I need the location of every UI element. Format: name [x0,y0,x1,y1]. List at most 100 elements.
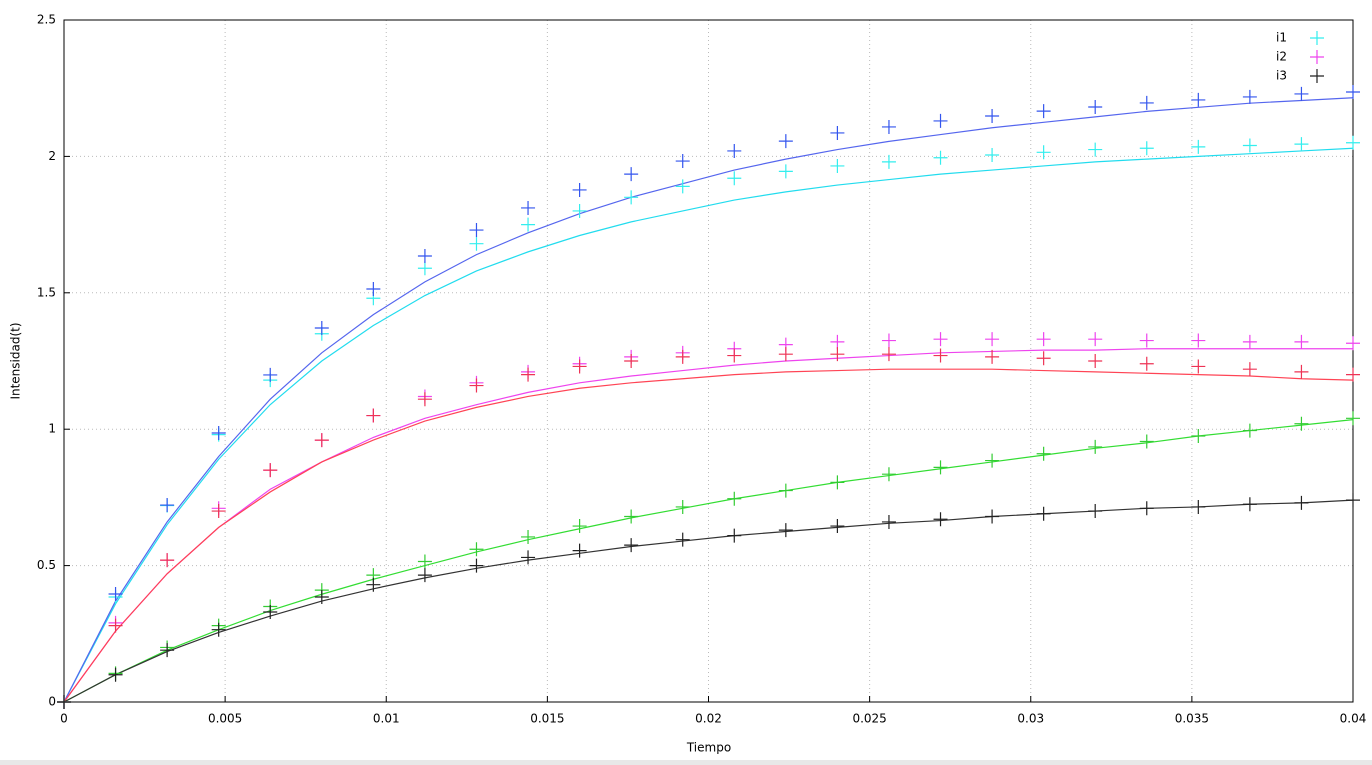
point-marker [881,119,896,134]
point-marker [1191,139,1206,154]
point-marker [263,604,278,619]
point-marker [778,483,793,498]
point-marker [933,512,948,527]
point-marker [1088,354,1103,368]
point-marker [830,475,845,490]
point-marker [1088,504,1103,519]
point-marker [727,143,742,158]
point-marker [366,408,381,423]
point-marker [572,519,587,534]
point-marker [1242,138,1257,153]
y-tick-label: 2.5 [37,13,56,27]
point-marker [1139,95,1154,110]
point-marker [1346,336,1360,351]
x-tick-label: 0.005 [208,712,242,726]
point-marker [1191,499,1206,514]
point-marker [263,463,278,478]
series-line [63,368,1354,703]
point-marker [985,509,1000,524]
point-marker [366,281,381,296]
point-marker [933,113,948,128]
scrollbar [0,760,1372,765]
point-marker [985,109,1000,124]
point-marker [1294,364,1309,379]
x-tick-label: 0.025 [852,712,886,726]
point-marker [778,134,793,149]
point-marker [881,514,896,529]
point-marker [366,577,381,592]
point-marker [314,320,329,335]
point-marker [778,164,793,179]
point-marker [1346,367,1360,382]
point-marker [985,332,1000,347]
point-marker [778,523,793,538]
point-marker [521,217,536,232]
point-marker [624,509,639,524]
point-marker [675,532,690,547]
point-marker [675,154,690,169]
point-marker [727,171,742,186]
point-marker [469,542,484,557]
point-marker [675,179,690,194]
point-marker [1346,411,1360,426]
point-marker [1139,141,1154,156]
point-marker [985,148,1000,163]
point-marker [469,223,484,238]
point-marker [572,203,587,218]
x-tick-label: 0 [60,712,68,726]
x-tick-label: 0.02 [695,712,722,726]
x-axis-label: Tiempo [686,741,731,755]
point-marker [1191,333,1206,348]
point-marker [469,558,484,573]
point-marker [1088,100,1103,115]
point-marker [211,622,226,637]
point-marker [521,200,536,215]
point-marker [521,367,536,382]
x-tick-label: 0.03 [1017,712,1044,726]
point-marker [1294,495,1309,510]
point-marker [211,504,226,519]
point-marker [521,529,536,544]
y-tick-label: 2 [48,149,56,163]
x-tick-label: 0.015 [530,712,564,726]
x-tick-label: 0.035 [1175,712,1209,726]
point-marker [1191,92,1206,107]
point-marker [417,568,432,583]
point-marker [1036,145,1051,160]
point-marker [985,453,1000,468]
point-marker [933,150,948,165]
point-marker [57,695,71,709]
point-marker [314,433,329,448]
point-marker [1088,332,1103,347]
point-marker [1242,334,1257,349]
x-tick-label: 0.04 [1340,712,1367,726]
point-marker [881,467,896,482]
point-marker [933,348,948,363]
point-marker [263,367,278,382]
point-marker [1139,501,1154,516]
point-marker [675,349,690,364]
point-marker [108,586,123,601]
point-marker [417,261,432,276]
point-marker [572,543,587,558]
plot-frame [63,19,1354,703]
point-marker [1191,359,1206,374]
point-marker [1191,429,1206,444]
point-marker [211,426,226,441]
series-line [63,419,1354,703]
point-marker [1036,446,1051,461]
point-marker [830,158,845,173]
legend-marker [1310,69,1324,83]
point-marker [1294,86,1309,101]
point-marker [624,190,639,205]
point-marker [1242,497,1257,512]
point-marker [108,618,123,633]
point-marker [160,498,175,513]
point-marker [881,333,896,348]
point-marker [881,154,896,169]
x-tick-label: 0.01 [373,712,400,726]
point-marker [1346,493,1360,508]
y-tick-label: 1 [48,422,56,436]
